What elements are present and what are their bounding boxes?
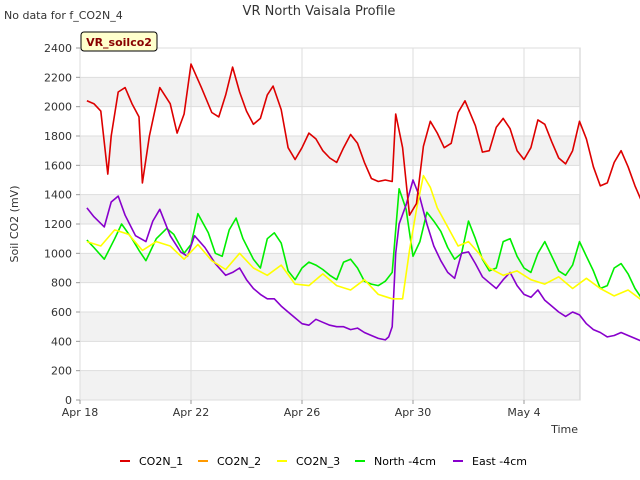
- x-tick-label: Apr 30: [395, 406, 432, 419]
- x-tick-label: Apr 18: [62, 406, 99, 419]
- series-layer: [86, 63, 640, 342]
- legend-label: North -4cm: [374, 455, 436, 468]
- legend: CO2N_1 CO2N_2 CO2N_3 North -4cm East -4cm: [120, 455, 527, 468]
- chart-title: VR North Vaisala Profile: [243, 4, 396, 19]
- site-label: VR_soilco2: [86, 36, 152, 49]
- legend-item: North -4cm: [355, 455, 436, 468]
- y-tick-label: 0: [65, 394, 72, 407]
- y-tick-label: 200: [51, 365, 72, 378]
- y-tick-label: 1800: [44, 130, 72, 143]
- background-band: [80, 77, 580, 107]
- no-data-note: No data for f_CO2N_4: [4, 9, 123, 22]
- y-tick-label: 600: [51, 306, 72, 319]
- x-tick-label: Apr 22: [173, 406, 210, 419]
- series-line-north-4cm: [86, 188, 640, 298]
- x-tick-label: Apr 26: [284, 406, 321, 419]
- legend-item: East -4cm: [453, 455, 527, 468]
- series-line-co2n-1: [86, 63, 640, 216]
- x-tick-label: May 4: [507, 406, 540, 419]
- legend-item: CO2N_3: [277, 455, 340, 468]
- y-tick-label: 400: [51, 335, 72, 348]
- background-band: [80, 312, 580, 342]
- plot-background-bands: [80, 77, 580, 400]
- background-band: [80, 194, 580, 224]
- y-tick-label: 2200: [44, 71, 72, 84]
- y-tick-label: 1600: [44, 159, 72, 172]
- y-axis-label: Soil CO2 (mV): [8, 186, 21, 263]
- y-axis-ticks: 0 200 400 600 800 1000 1200 1400 1600 1800 2000 220…: [44, 42, 80, 407]
- background-band: [80, 136, 580, 166]
- y-tick-label: 800: [51, 277, 72, 290]
- y-tick-label: 2000: [44, 101, 72, 114]
- series-line-co2n-3: [86, 174, 640, 300]
- series-line-east-4cm: [86, 179, 640, 342]
- site-label-box: VR_soilco2: [80, 31, 158, 52]
- legend-label: CO2N_3: [296, 455, 340, 468]
- legend-item: CO2N_1: [120, 455, 183, 468]
- y-tick-label: 1000: [44, 247, 72, 260]
- background-band: [80, 370, 580, 400]
- legend-label: CO2N_2: [217, 455, 261, 468]
- y-tick-label: 2400: [44, 42, 72, 55]
- x-axis-ticks: Apr 18 Apr 22 Apr 26 Apr 30 May 4: [62, 400, 541, 419]
- legend-label: CO2N_1: [139, 455, 183, 468]
- legend-label: East -4cm: [472, 455, 527, 468]
- y-tick-label: 1200: [44, 218, 72, 231]
- legend-item: CO2N_2: [198, 455, 261, 468]
- y-tick-label: 1400: [44, 189, 72, 202]
- x-axis-label: Time: [550, 423, 578, 436]
